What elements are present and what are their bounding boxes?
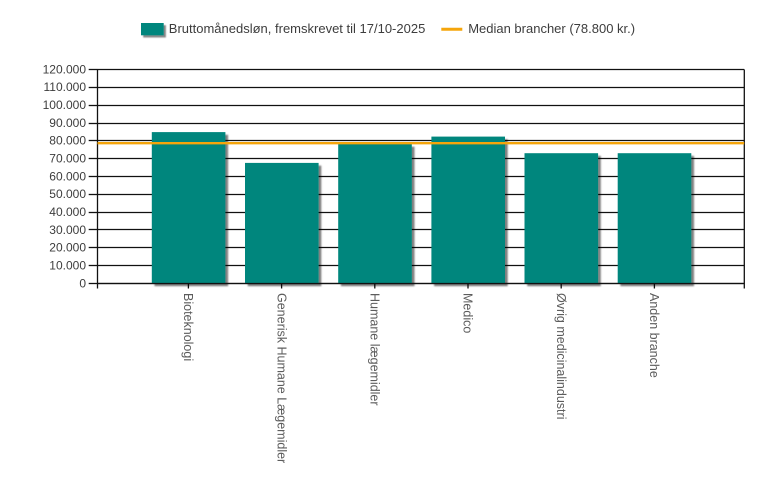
svg-text:10.000: 10.000	[49, 259, 86, 273]
svg-text:Anden branche: Anden branche	[647, 293, 661, 378]
svg-text:120.000: 120.000	[43, 62, 87, 76]
svg-text:110.000: 110.000	[44, 80, 87, 94]
svg-text:40.000: 40.000	[49, 205, 86, 219]
svg-text:Bioteknologi: Bioteknologi	[181, 293, 195, 361]
svg-text:Øvrig medicinalindustri: Øvrig medicinalindustri	[554, 293, 568, 419]
svg-text:100.000: 100.000	[43, 98, 87, 112]
svg-text:Bruttomånedsløn, fremskrevet t: Bruttomånedsløn, fremskrevet til 17/10-2…	[169, 21, 426, 36]
svg-text:30.000: 30.000	[49, 223, 86, 237]
svg-text:Median brancher (78.800 kr.): Median brancher (78.800 kr.)	[468, 21, 635, 36]
svg-text:0: 0	[79, 276, 86, 290]
svg-text:Generisk Humane Lægemidler: Generisk Humane Lægemidler	[274, 293, 288, 463]
svg-text:90.000: 90.000	[49, 116, 86, 130]
svg-text:20.000: 20.000	[49, 241, 86, 255]
svg-text:70.000: 70.000	[49, 152, 86, 166]
svg-text:Medico: Medico	[461, 293, 475, 333]
svg-text:50.000: 50.000	[49, 187, 86, 201]
svg-text:60.000: 60.000	[49, 169, 86, 183]
svg-text:80.000: 80.000	[49, 134, 86, 148]
svg-text:Humane lægemidler: Humane lægemidler	[368, 293, 382, 406]
